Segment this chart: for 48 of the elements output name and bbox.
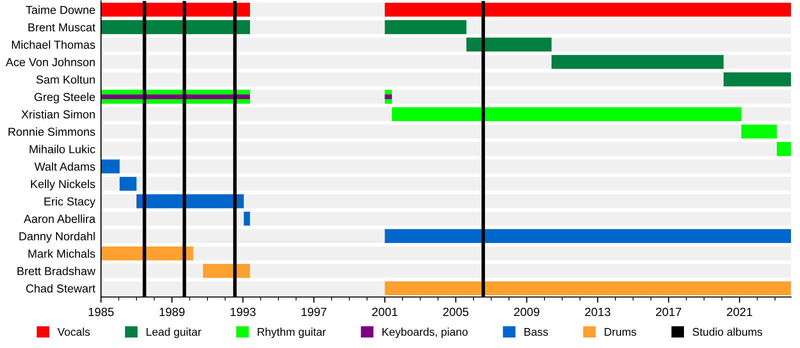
y-tick-label: Ronnie Simmons bbox=[8, 127, 96, 136]
x-tick-label: 2009 bbox=[514, 308, 540, 316]
y-tick-label: Eric Stacy bbox=[44, 197, 96, 208]
y-tick-label: Brent Muscat bbox=[28, 23, 96, 32]
legend-label: Drums bbox=[604, 328, 636, 336]
legend-label: Lead guitar bbox=[146, 328, 202, 338]
legend-label: Studio albums bbox=[692, 328, 762, 336]
y-tick-label: Mihailo Lukic bbox=[30, 144, 96, 154]
y-tick-label: Danny Nordahl bbox=[20, 232, 95, 243]
y-tick-label: Mark Michals bbox=[28, 249, 96, 258]
bar bbox=[741, 124, 777, 139]
y-tick-label: Taime Downe bbox=[26, 6, 95, 14]
bar bbox=[724, 72, 791, 86]
bar bbox=[384, 94, 392, 100]
x-tick-label: 1993 bbox=[230, 308, 256, 316]
y-tick-label: Walt Adams bbox=[34, 162, 96, 171]
bar bbox=[384, 20, 466, 34]
y-tick-label: Sam Koltun bbox=[36, 75, 95, 84]
x-tick-label: 2001 bbox=[372, 308, 398, 316]
x-tick-label: 2017 bbox=[656, 308, 682, 316]
legend-label: Keyboards, piano bbox=[382, 328, 468, 338]
bar bbox=[244, 212, 250, 226]
legend-label: Bass bbox=[524, 328, 548, 336]
bar bbox=[101, 246, 194, 260]
y-tick-label: Xristian Simon bbox=[21, 110, 95, 118]
y-tick-label: Michael Thomas bbox=[12, 40, 96, 49]
y-tick-label: Brett Bradshaw bbox=[18, 266, 96, 276]
bar bbox=[101, 94, 250, 100]
x-tick-label: 2013 bbox=[585, 308, 610, 316]
x-tick-label: 1997 bbox=[302, 308, 326, 316]
y-tick-label: Kelly Nickels bbox=[31, 180, 96, 190]
legend-label: Rhythm guitar bbox=[258, 328, 326, 338]
y-tick-label: Chad Stewart bbox=[26, 284, 96, 293]
bar bbox=[101, 20, 250, 34]
y-tick-label: Aaron Abellira bbox=[24, 214, 96, 223]
bar bbox=[202, 264, 250, 278]
y-tick-label: Greg Steele bbox=[34, 92, 95, 104]
y-tick-label: Ace Von Johnson bbox=[6, 58, 95, 66]
x-tick-label: 2021 bbox=[727, 308, 752, 316]
bar bbox=[776, 142, 791, 156]
bar bbox=[120, 176, 136, 191]
x-tick-label: 1985 bbox=[88, 308, 114, 316]
x-tick-label: 2005 bbox=[443, 308, 468, 316]
bar bbox=[101, 159, 120, 174]
x-tick-label: 1989 bbox=[160, 308, 185, 316]
bar bbox=[466, 38, 552, 52]
legend-label: Vocals bbox=[57, 328, 90, 336]
bar bbox=[552, 54, 724, 69]
